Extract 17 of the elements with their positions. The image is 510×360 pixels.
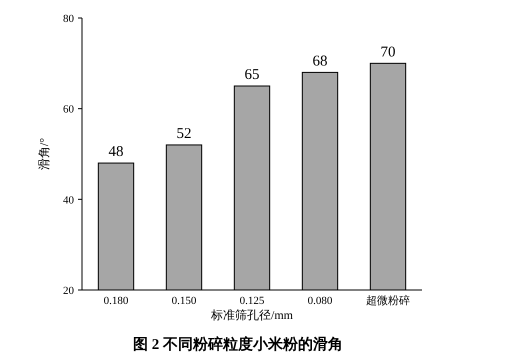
x-tick-label: 0.080 xyxy=(308,295,333,307)
y-tick-label: 60 xyxy=(63,104,74,116)
x-axis-title: 标准筛孔径/mm xyxy=(210,308,294,322)
x-tick-label: 0.180 xyxy=(104,295,129,307)
data-label: 68 xyxy=(312,53,328,70)
y-tick-label: 80 xyxy=(63,13,74,25)
data-label: 65 xyxy=(244,67,260,83)
y-axis-title: 滑角/° xyxy=(37,138,51,170)
y-tick-label: 20 xyxy=(63,285,74,297)
data-label: 48 xyxy=(108,144,124,160)
x-tick-label: 超微粉碎 xyxy=(366,294,410,307)
x-tick-label: 0.125 xyxy=(240,295,265,307)
data-label: 70 xyxy=(380,44,396,60)
text: 图 2 不同粉碎粒度小米粉的滑角 xyxy=(133,335,343,353)
y-tick-label: 40 xyxy=(63,194,74,206)
x-tick-label: 0.150 xyxy=(172,295,197,307)
data-label: 52 xyxy=(176,126,192,142)
